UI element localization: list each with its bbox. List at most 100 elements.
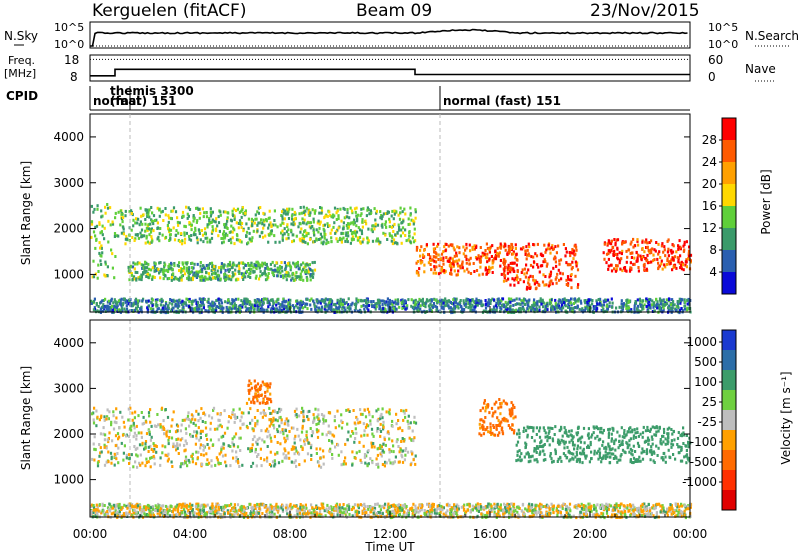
power-echo-cell [272, 273, 274, 276]
power-echo-cell [191, 224, 193, 227]
power-echo-cell [330, 240, 332, 243]
power-echo-cell [318, 212, 320, 215]
power-echo-cell [156, 298, 158, 301]
power-echo-cell [122, 216, 124, 219]
power-echo-cell [102, 225, 104, 228]
power-echo-cell [679, 239, 681, 242]
velocity-echo-cell [200, 430, 202, 433]
velocity-echo-cell [341, 427, 343, 430]
velocity-echo-cell [494, 410, 496, 413]
velocity-echo-cell [388, 411, 390, 414]
power-echo-cell [213, 304, 215, 307]
power-echo-cell [271, 224, 273, 227]
velocity-echo-cell [308, 410, 310, 413]
velocity-echo-cell [284, 422, 286, 425]
power-echo-cell [232, 231, 234, 234]
power-echo-cell [433, 265, 435, 268]
power-echo-cell [560, 277, 562, 280]
cpid-label: CPID [6, 89, 38, 103]
power-echo-cell [93, 230, 95, 233]
power-echo-cell [613, 250, 615, 253]
power-echo-cell [586, 301, 588, 304]
velocity-echo-cell [360, 459, 362, 462]
power-echo-cell [501, 273, 503, 276]
power-echo-cell [188, 300, 190, 303]
power-echo-cell [128, 266, 130, 269]
velocity-echo-cell [402, 461, 404, 464]
power-echo-cell [550, 271, 552, 274]
power-echo-cell [522, 268, 524, 271]
power-echo-cell [97, 270, 99, 273]
power-echo-cell [177, 221, 179, 224]
velocity-echo-cell [404, 412, 406, 415]
power-echo-cell [621, 299, 623, 302]
power-echo-cell [236, 221, 238, 224]
power-echo-cell [165, 269, 167, 272]
power-echo-cell [375, 223, 377, 226]
power-echo-cell [185, 206, 187, 209]
power-echo-cell [674, 303, 676, 306]
power-echo-cell [135, 271, 137, 274]
power-echo-cell [288, 217, 290, 220]
velocity-echo-cell [501, 427, 503, 430]
velocity-echo-cell [354, 437, 356, 440]
velocity-echo-cell [214, 464, 216, 467]
power-echo-cell [343, 227, 345, 230]
velocity-echo-cell [390, 461, 392, 464]
power-echo-cell [250, 306, 252, 309]
power-echo-cell [142, 213, 144, 216]
power-echo-cell [157, 221, 159, 224]
power-echo-cell [292, 272, 294, 275]
power-echo-cell [244, 212, 246, 215]
velocity-echo-cell [310, 446, 312, 449]
power-echo-cell [151, 240, 153, 243]
velocity-echo-cell [254, 422, 256, 425]
velocity-echo-cell [287, 452, 289, 455]
velocity-echo-cell [167, 439, 169, 442]
velocity-echo-cell [100, 416, 102, 419]
power-echo-cell [648, 303, 650, 306]
power-echo-cell [216, 224, 218, 227]
power-echo-cell [318, 220, 320, 223]
power-echo-cell [544, 258, 546, 261]
power-echo-cell [537, 243, 539, 246]
velocity-echo-cell [185, 458, 187, 461]
velocity-echo-cell [110, 462, 112, 465]
velocity-echo-cell [197, 456, 199, 459]
velocity-echo-cell [178, 452, 180, 455]
power-echo-cell [332, 308, 334, 311]
velocity-echo-cell [177, 447, 179, 450]
colorbar-tick-label: 16 [702, 199, 717, 213]
power-echo-cell [603, 300, 605, 303]
power-echo-cell [558, 269, 560, 272]
velocity-echo-cell [262, 381, 264, 384]
power-echo-cell [506, 253, 508, 256]
power-echo-cell [212, 302, 214, 305]
power-echo-cell [191, 266, 193, 269]
velocity-echo-cell [213, 407, 215, 410]
power-echo-cell [441, 253, 443, 256]
power-echo-cell [300, 278, 302, 281]
power-echo-cell [643, 264, 645, 267]
power-echo-cell [110, 223, 112, 226]
velocity-echo-cell [286, 434, 288, 437]
power-echo-cell [249, 276, 251, 279]
power-echo-cell [91, 205, 93, 208]
power-echo-cell [486, 253, 488, 256]
velocity-echo-cell [104, 464, 106, 467]
velocity-echo-cell [238, 465, 240, 468]
power-echo-cell [232, 271, 234, 274]
power-echo-cell [274, 264, 276, 267]
power-echo-cell [619, 261, 621, 264]
power-echo-cell [409, 240, 411, 243]
velocity-echo-cell [239, 427, 241, 430]
velocity-echo-cell [269, 393, 271, 396]
power-echo-cell [266, 278, 268, 281]
power-echo-cell [142, 271, 144, 274]
power-echo-cell [324, 237, 326, 240]
velocity-echo-cell [301, 407, 303, 410]
velocity-echo-cell [161, 451, 163, 454]
power-echo-cell [518, 298, 520, 301]
power-echo-cell [199, 212, 201, 215]
power-echo-cell [235, 209, 237, 212]
